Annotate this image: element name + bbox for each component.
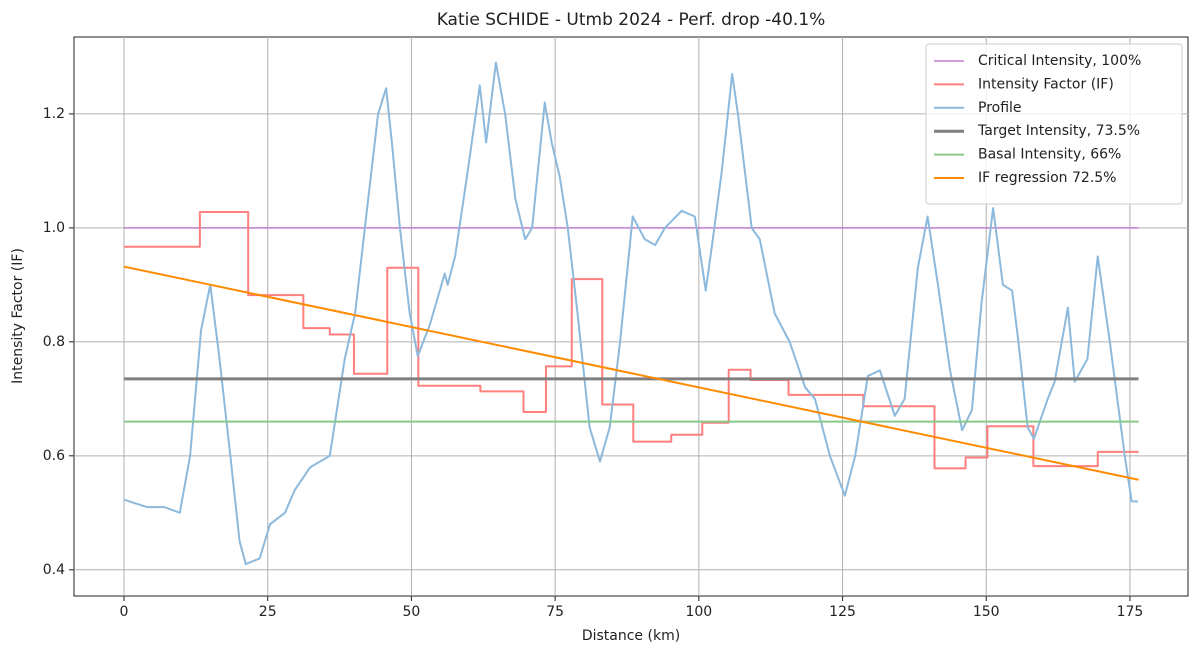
x-tick-label: 100 (685, 604, 712, 620)
x-tick-label: 25 (259, 604, 277, 620)
legend-label: Critical Intensity, 100% (978, 53, 1141, 69)
x-axis-label: Distance (km) (582, 628, 680, 644)
series-line (123, 265, 1139, 481)
series-line (123, 61, 1138, 566)
y-tick-label: 0.8 (43, 334, 65, 350)
chart-title: Katie SCHIDE - Utmb 2024 - Perf. drop -4… (437, 10, 826, 30)
legend-label: IF regression 72.5% (978, 170, 1116, 186)
x-tick-label: 125 (829, 604, 856, 620)
legend-label: Basal Intensity, 66% (978, 147, 1121, 163)
grid (74, 37, 1188, 596)
y-tick-label: 1.0 (43, 220, 65, 236)
y-tick-label: 1.2 (43, 106, 65, 122)
x-tick-label: 150 (973, 604, 1000, 620)
legend-box (925, 43, 1183, 205)
y-axis-label: Intensity Factor (IF) (10, 248, 26, 384)
x-tick-label: 175 (1117, 604, 1144, 620)
x-tick-label: 75 (546, 604, 564, 620)
x-tick-label: 50 (403, 604, 421, 620)
x-tick-label: 0 (120, 604, 129, 620)
y-tick-label: 0.6 (43, 448, 65, 464)
series-line (124, 210, 1139, 470)
y-tick-label: 0.4 (43, 562, 65, 578)
legend: Critical Intensity, 100% Intensity Factor… (925, 43, 1183, 205)
legend-label: Intensity Factor (IF) (978, 76, 1114, 92)
legend-label: Profile (978, 100, 1022, 116)
legend-label: Target Intensity, 73.5% (977, 123, 1140, 139)
